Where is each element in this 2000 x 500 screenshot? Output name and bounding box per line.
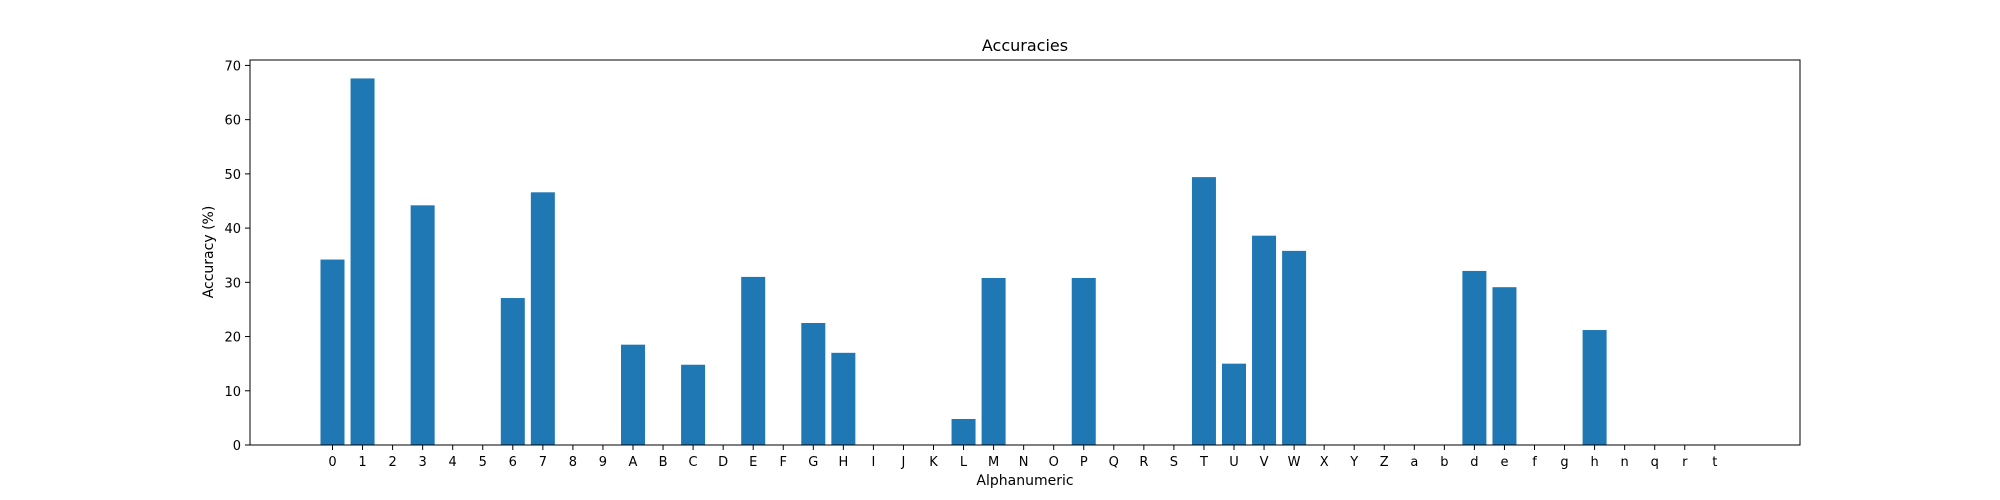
x-tick-label: J <box>901 455 906 470</box>
x-tick-label: S <box>1170 455 1178 470</box>
x-tick-label: 3 <box>419 455 427 470</box>
x-tick-label: d <box>1470 455 1478 470</box>
bar-G <box>801 322 826 445</box>
bar-h <box>1582 330 1607 445</box>
x-tick-label: B <box>659 455 668 470</box>
x-tick-label: Y <box>1349 455 1358 470</box>
x-tick-label: e <box>1500 455 1508 470</box>
y-tick-label: 30 <box>224 276 241 291</box>
x-tick-label: t <box>1712 455 1717 470</box>
x-tick-label: a <box>1410 455 1418 470</box>
bar-d <box>1462 270 1487 445</box>
bar-P <box>1071 277 1096 445</box>
x-tick-label: N <box>1019 455 1029 470</box>
x-tick-label: 5 <box>479 455 487 470</box>
x-tick-label: U <box>1229 455 1239 470</box>
x-tick-label: G <box>808 455 818 470</box>
y-tick-label: 20 <box>224 331 241 346</box>
x-tick-label: 9 <box>599 455 607 470</box>
y-axis-label: Accuracy (%) <box>201 206 217 299</box>
bars-group <box>320 78 1607 445</box>
bar-A <box>621 344 645 445</box>
x-tick-label: E <box>749 455 757 470</box>
x-tick-label: D <box>718 455 728 470</box>
bar-6 <box>500 298 525 445</box>
x-tick-label: q <box>1651 455 1659 470</box>
x-tick-label: h <box>1590 455 1598 470</box>
x-tick-label: X <box>1320 455 1329 470</box>
y-tick-label: 0 <box>233 439 241 454</box>
y-tick-label: 10 <box>224 385 241 400</box>
x-tick-label: R <box>1139 455 1148 470</box>
x-tick-label: M <box>988 455 999 470</box>
bar-1 <box>350 78 375 445</box>
x-tick-label: F <box>780 455 787 470</box>
plot-frame <box>249 59 1801 446</box>
chart-title: Accuracies <box>982 36 1068 55</box>
x-tick-label: K <box>929 455 938 470</box>
bar-H <box>831 352 856 445</box>
bar-T <box>1191 177 1216 445</box>
x-tick-label: L <box>960 455 968 470</box>
x-tick-label: b <box>1440 455 1448 470</box>
y-tick-label: 40 <box>224 222 241 237</box>
y-tick-label: 60 <box>224 114 241 129</box>
bar-C <box>681 364 706 445</box>
plot-area <box>250 60 1800 445</box>
y-axis-ticks: 0 10 20 30 40 50 60 70 <box>224 59 250 454</box>
bar-e <box>1492 287 1517 445</box>
x-tick-label: r <box>1682 455 1688 470</box>
x-tick-label: I <box>871 455 875 470</box>
x-tick-label: T <box>1199 455 1208 470</box>
x-tick-label: 7 <box>539 455 547 470</box>
bar-W <box>1282 250 1307 445</box>
x-tick-label: 0 <box>328 455 336 470</box>
x-tick-label: Z <box>1380 455 1389 470</box>
x-tick-label: 4 <box>449 455 457 470</box>
bar-E <box>741 276 766 445</box>
x-tick-label: g <box>1560 455 1568 470</box>
x-tick-label: C <box>689 455 698 470</box>
x-tick-label: P <box>1080 455 1088 470</box>
bar-L <box>951 418 976 445</box>
y-tick-label: 70 <box>224 59 241 74</box>
x-tick-label: O <box>1049 455 1059 470</box>
x-tick-label: W <box>1288 455 1301 470</box>
x-tick-label: A <box>629 455 638 470</box>
x-tick-label: n <box>1621 455 1629 470</box>
x-tick-label: f <box>1532 455 1537 470</box>
bar-U <box>1222 363 1246 445</box>
bar-3 <box>410 205 435 445</box>
x-tick-label: Q <box>1109 455 1119 470</box>
bar-V <box>1252 235 1277 445</box>
bar-M <box>981 277 1006 445</box>
x-tick-label: 1 <box>358 455 366 470</box>
x-tick-label: 8 <box>569 455 577 470</box>
x-tick-label: 6 <box>509 455 517 470</box>
x-axis-label: Alphanumeric <box>976 473 1073 489</box>
y-tick-label: 50 <box>224 168 241 183</box>
x-tick-label: H <box>838 455 848 470</box>
x-tick-label: V <box>1260 455 1269 470</box>
bar-0 <box>320 259 345 445</box>
x-tick-label: 2 <box>388 455 396 470</box>
bar-7 <box>530 192 555 445</box>
